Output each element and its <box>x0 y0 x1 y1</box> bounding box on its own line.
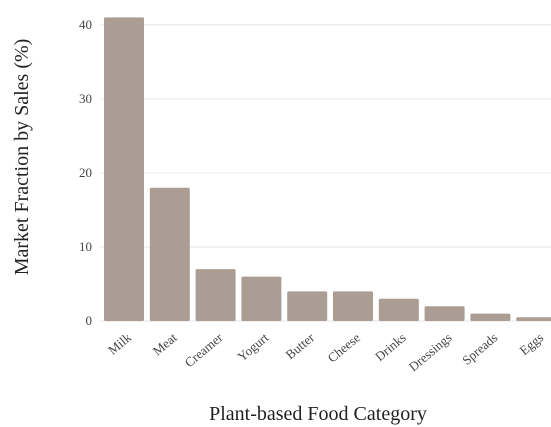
y-tick-label: 20 <box>79 165 92 180</box>
x-tick-label: Drinks <box>372 330 409 364</box>
bar-meat <box>149 187 190 321</box>
x-tick-label: Creamer <box>182 329 226 370</box>
bar-drinks <box>378 298 419 321</box>
x-tick-label: Dressings <box>406 330 455 374</box>
y-tick-label: 10 <box>79 239 92 254</box>
bar-cheese <box>333 291 373 321</box>
bar-yogurt <box>241 276 282 321</box>
y-tick-label: 40 <box>79 17 92 32</box>
bar-butter <box>287 291 328 321</box>
x-tick-label: Meat <box>150 330 180 359</box>
x-tick-label: Eggs <box>517 330 547 358</box>
y-tick-label: 30 <box>79 91 92 106</box>
y-tick-label: 0 <box>86 313 93 328</box>
x-tick-label: Yogurt <box>234 330 271 365</box>
x-tick-label: Spreads <box>459 330 500 368</box>
x-tick-label: Butter <box>283 329 318 362</box>
y-axis-title: Market Fraction by Sales (%) <box>11 39 33 276</box>
x-tick-label: Cheese <box>325 330 364 366</box>
bar-eggs <box>516 317 551 321</box>
x-tick-label: Milk <box>105 329 134 357</box>
bar-creamer <box>195 269 236 321</box>
bar-milk <box>104 17 144 322</box>
y-axis-tick-labels: 0 10 20 30 40 <box>79 17 92 328</box>
bars <box>104 17 551 322</box>
bar-dressings <box>424 306 465 321</box>
x-axis-tick-labels: Milk Meat Creamer Yogurt Butter Cheese DrinksD… <box>105 329 546 374</box>
x-axis-title: Plant-based Food Category <box>209 403 427 425</box>
bar-spreads <box>470 313 511 321</box>
